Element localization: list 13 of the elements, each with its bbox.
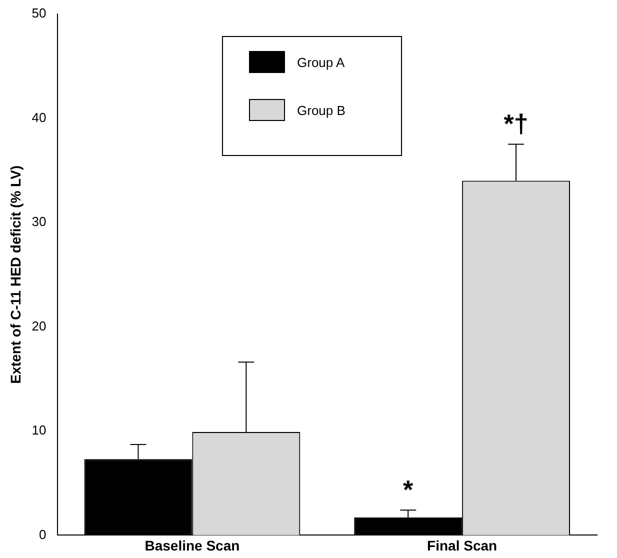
annotation: *† <box>504 108 528 138</box>
x-tick-label: Baseline Scan <box>144 537 240 554</box>
y-tick-label: 30 <box>32 214 46 230</box>
y-tick-label: 50 <box>32 6 46 21</box>
x-tick-label: Final Scan <box>427 537 498 554</box>
y-tick-label: 40 <box>32 110 46 125</box>
legend-label: Group B <box>297 102 346 118</box>
annotation: * <box>403 474 414 504</box>
y-tick-label: 20 <box>32 318 46 334</box>
legend-label: Group A <box>297 54 345 70</box>
y-axis-title: Extent of C-11 HED deficit (% LV) <box>7 165 24 384</box>
y-tick-label: 10 <box>32 422 46 438</box>
y-tick-label: 0 <box>39 526 46 542</box>
